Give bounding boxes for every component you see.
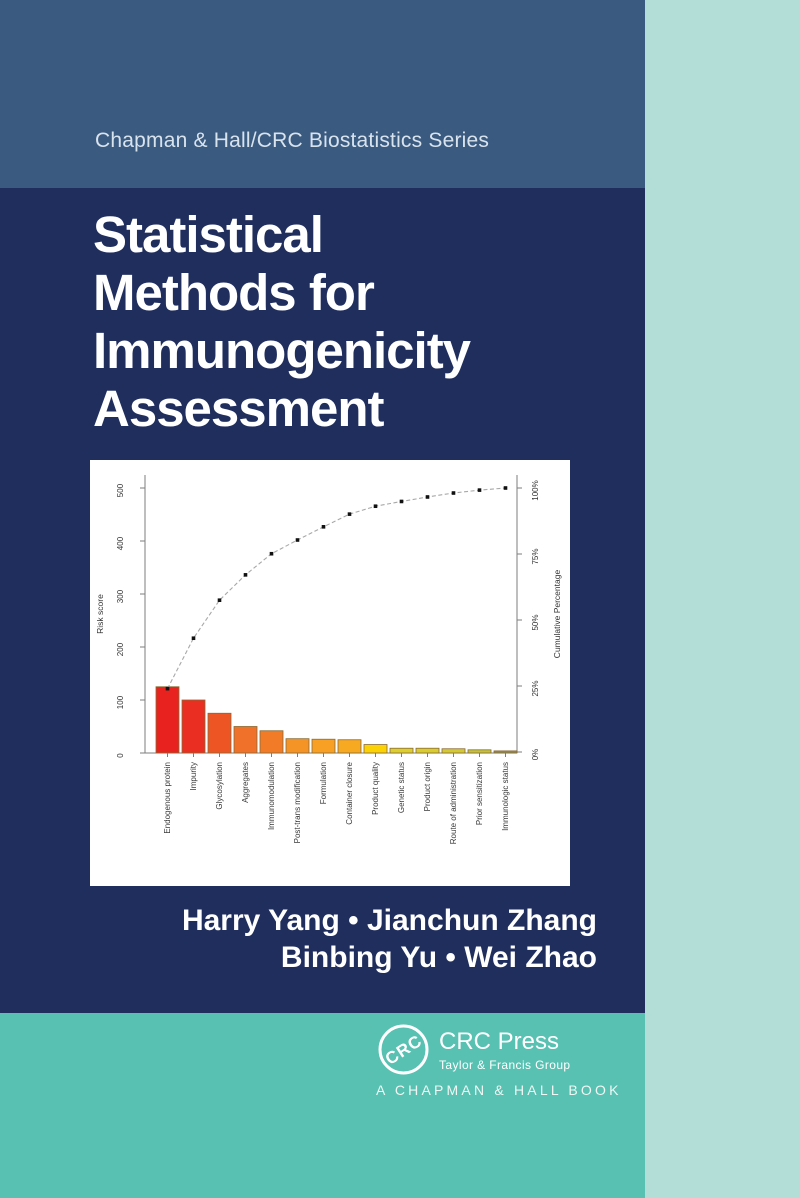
- title-line-3: Immunogenicity: [93, 322, 471, 379]
- svg-text:500: 500: [116, 483, 125, 497]
- svg-text:Risk score: Risk score: [95, 594, 105, 634]
- svg-text:Formulation: Formulation: [319, 762, 328, 804]
- title-line-4: Assessment: [93, 380, 385, 437]
- publisher-text-block: CRC Press Taylor & Francis Group: [439, 1023, 571, 1072]
- publisher-group: Taylor & Francis Group: [439, 1058, 571, 1072]
- book-title: Statistical Methods for Immunogenicity A…: [93, 206, 471, 438]
- series-band: Chapman & Hall/CRC Biostatistics Series: [0, 0, 645, 188]
- crc-press-logo-icon: CRC: [378, 1024, 429, 1075]
- series-title: Chapman & Hall/CRC Biostatistics Series: [95, 129, 490, 152]
- publisher-band: CRC CRC Press Taylor & Francis Group A C…: [0, 1013, 645, 1198]
- title-line-2: Methods for: [93, 264, 375, 321]
- svg-text:Product origin: Product origin: [423, 762, 432, 811]
- svg-text:Aggregates: Aggregates: [241, 762, 250, 803]
- svg-text:Immunomodulation: Immunomodulation: [267, 762, 276, 830]
- svg-text:300: 300: [116, 589, 125, 603]
- svg-text:0: 0: [116, 753, 125, 758]
- publisher-logo-row: CRC CRC Press Taylor & Francis Group: [377, 1023, 571, 1076]
- pareto-chart: 0 100 200 300 400 500 Risk score 0% 25% 50% 75% 100…: [95, 475, 562, 844]
- svg-text:50%: 50%: [531, 614, 540, 630]
- pareto-chart-panel: 0 100 200 300 400 500 Risk score 0% 25% 50% 75% 100…: [90, 460, 570, 886]
- authors: Harry Yang • Jianchun Zhang Binbing Yu •…: [182, 902, 597, 976]
- title-band: Statistical Methods for Immunogenicity A…: [0, 188, 645, 1013]
- svg-text:Cumulative Percentage: Cumulative Percentage: [552, 570, 562, 659]
- svg-text:Endogenous protein: Endogenous protein: [163, 762, 172, 834]
- svg-text:75%: 75%: [531, 548, 540, 564]
- svg-text:Genetic status: Genetic status: [397, 762, 406, 813]
- svg-text:Immunologic status: Immunologic status: [501, 762, 510, 831]
- svg-text:200: 200: [116, 642, 125, 656]
- svg-text:Impurity: Impurity: [189, 762, 198, 790]
- crc-monogram: CRC: [382, 1031, 426, 1069]
- svg-text:100: 100: [116, 695, 125, 709]
- svg-text:Prior sensitization: Prior sensitization: [475, 762, 484, 825]
- cover-main-column: Chapman & Hall/CRC Biostatistics Series …: [0, 0, 645, 1198]
- publisher-name: CRC Press: [439, 1028, 560, 1055]
- svg-text:400: 400: [116, 536, 125, 550]
- authors-line-2: Binbing Yu • Wei Zhao: [280, 941, 597, 974]
- authors-line-1: Harry Yang • Jianchun Zhang: [181, 904, 597, 937]
- publisher-tagline: A CHAPMAN & HALL BOOK: [376, 1082, 622, 1098]
- svg-text:25%: 25%: [531, 680, 540, 696]
- svg-text:Container closure: Container closure: [345, 761, 354, 824]
- svg-text:100%: 100%: [531, 480, 540, 500]
- svg-text:Glycosylation: Glycosylation: [215, 762, 224, 810]
- svg-text:Route of administration: Route of administration: [449, 762, 458, 844]
- svg-text:0%: 0%: [531, 749, 540, 761]
- title-line-1: Statistical: [93, 206, 324, 263]
- svg-text:Product quality: Product quality: [371, 762, 380, 815]
- svg-text:Post-trans modification: Post-trans modification: [293, 762, 302, 843]
- cover-spine-column: [645, 0, 800, 1198]
